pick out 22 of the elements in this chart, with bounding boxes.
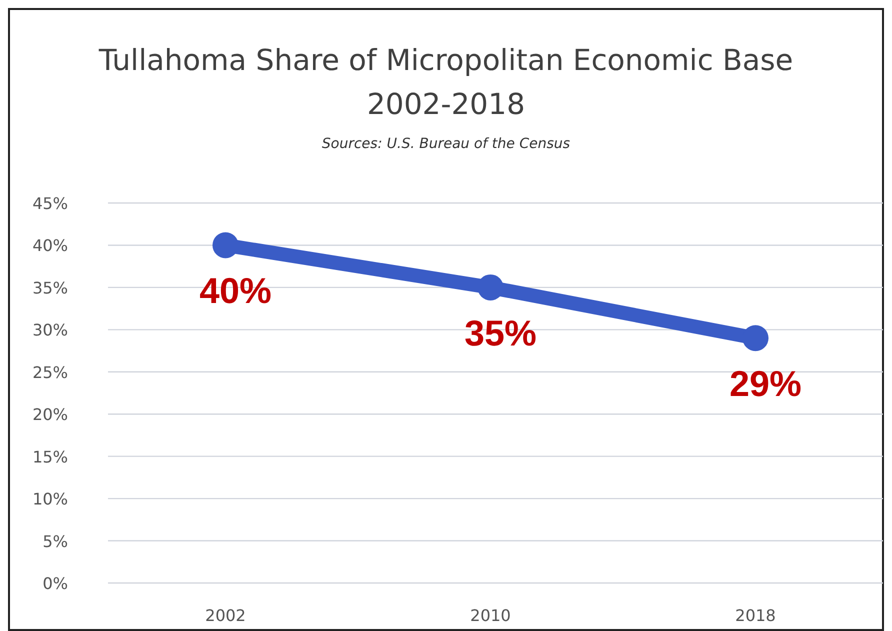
y-tick-label: 35%	[32, 278, 68, 298]
data-label: 29%	[729, 363, 802, 404]
data-label: 35%	[464, 312, 537, 354]
y-tick-label: 30%	[32, 320, 68, 340]
y-tick-label: 10%	[32, 490, 68, 509]
y-tick-label: 5%	[42, 532, 68, 551]
point	[212, 232, 238, 258]
x-tick-label: 2018	[735, 606, 776, 625]
x-tick-label: 2010	[470, 606, 511, 625]
source-note: Sources: U.S. Bureau of the Census	[322, 136, 570, 152]
chart-title: Tullahoma Share of Micropolitan Economic Base	[98, 43, 794, 77]
x-tick-label: 2002	[205, 606, 246, 625]
y-tick-label: 25%	[32, 362, 68, 382]
y-tick-label: 40%	[32, 236, 68, 256]
data-label: 40%	[199, 270, 272, 312]
point	[478, 274, 504, 300]
chart-subtitle: 2002-2018	[366, 87, 526, 121]
y-tick-label: 15%	[32, 447, 68, 466]
y-tick-label: 45%	[32, 194, 68, 213]
y-tick-label: 20%	[32, 405, 68, 424]
point	[742, 325, 768, 352]
y-tick-label: 0%	[42, 574, 68, 593]
